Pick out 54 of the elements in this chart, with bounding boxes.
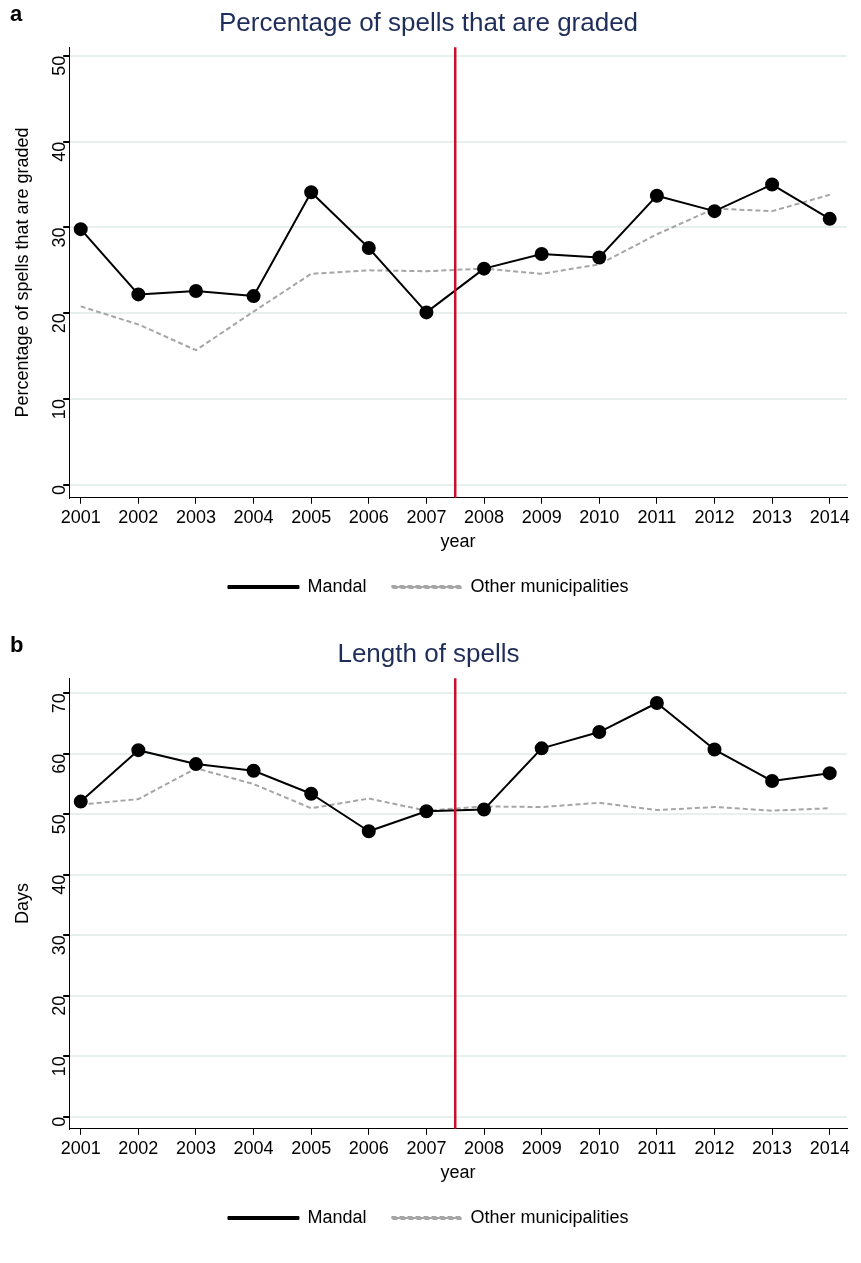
x-tick-label: 2009 [521,506,562,527]
x-tick-label: 2001 [60,506,101,527]
x-tick-label: 2009 [521,1137,562,1158]
legend-label: Mandal [307,1206,367,1227]
y-tick-label: 40 [49,874,70,895]
x-tick-label: 2011 [637,1137,677,1158]
legend-label: Other municipalities [470,1206,629,1227]
x-tick-label: 2005 [291,506,332,527]
x-tick-label: 2014 [809,506,850,527]
x-tick-label: 2007 [406,1137,447,1158]
x-tick-label: 2008 [464,1137,505,1158]
x-tick-label: 2002 [118,1137,159,1158]
x-tick-label: 2002 [118,506,159,527]
x-tick-label: 2004 [233,1137,274,1158]
x-tick-label: 2011 [637,506,677,527]
x-axis-title: year [440,531,476,552]
legend-label: Mandal [307,575,367,596]
y-tick-label: 20 [49,313,70,334]
x-tick-label: 2007 [406,506,447,527]
x-tick-label: 2006 [348,506,389,527]
text: b [10,632,24,658]
x-tick-label: 2013 [752,506,793,527]
y-tick-label: 50 [49,814,70,835]
y-tick-label: 60 [49,753,70,774]
x-tick-label: 2005 [291,1137,332,1158]
x-tick-label: 2010 [579,506,620,527]
x-tick-label: 2004 [233,506,274,527]
y-tick-label: 50 [49,55,70,76]
y-tick-label: 0 [49,1116,70,1127]
y-tick-label: 70 [49,693,70,714]
y-axis-title: Days [11,882,32,925]
legend-label: Other municipalities [470,575,629,596]
chart-title: Length of spells [337,637,520,668]
y-tick-label: 30 [49,227,70,248]
x-tick-label: 2010 [579,1137,620,1158]
x-tick-label: 2001 [60,1137,101,1158]
x-tick-label: 2014 [809,1137,850,1158]
y-tick-label: 40 [49,141,70,162]
x-axis-title: year [440,1162,476,1183]
x-tick-label: 2012 [694,1137,735,1158]
x-tick-label: 2013 [752,1137,793,1158]
y-tick-label: 30 [49,935,70,956]
y-tick-label: 20 [49,995,70,1016]
y-tick-label: 10 [49,399,70,420]
x-tick-label: 2012 [694,506,735,527]
y-tick-label: 10 [49,1056,70,1077]
y-axis-title: Percentage of spells that are graded [11,127,32,418]
x-tick-label: 2008 [464,506,505,527]
y-tick-label: 0 [49,484,70,495]
x-tick-label: 2003 [175,506,216,527]
chart-title: Percentage of spells that are graded [218,6,639,37]
x-tick-label: 2003 [175,1137,216,1158]
x-tick-label: 2006 [348,1137,389,1158]
text: a [10,1,23,27]
